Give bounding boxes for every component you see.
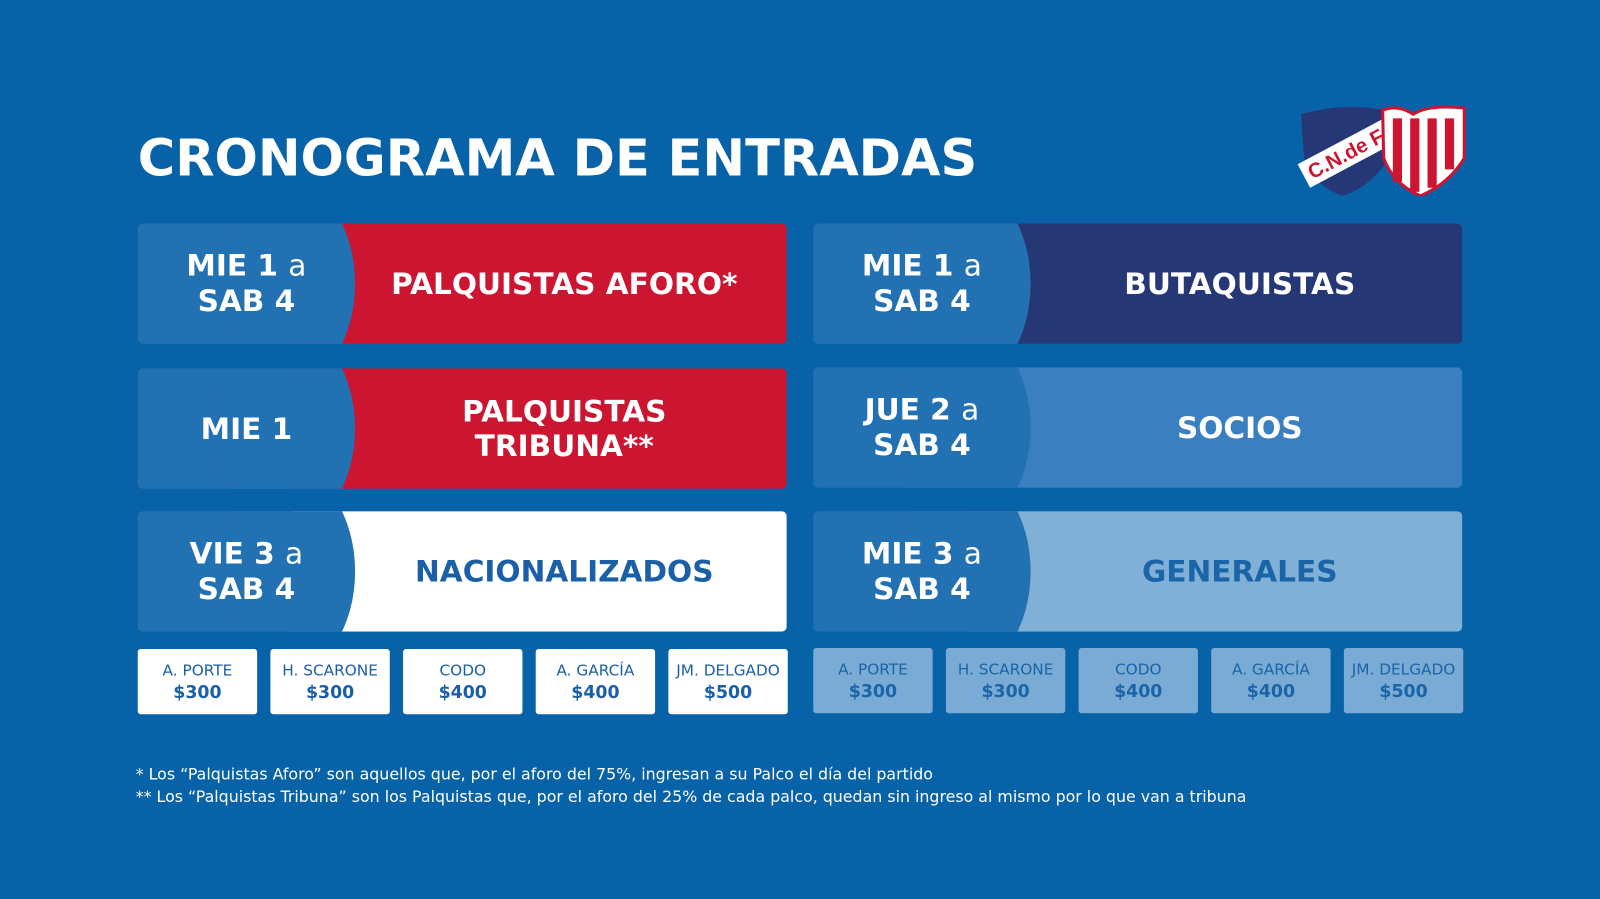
price-box: A. GARCÍA $400	[1211, 647, 1331, 714]
date-connector: a	[285, 535, 304, 571]
sector-price: $500	[1379, 681, 1428, 703]
footnotes: * Los “Palquistas Aforo” son aquellos qu…	[136, 763, 1247, 808]
price-box: CODO $400	[1078, 647, 1198, 714]
schedule-row-palquistas-aforo: PALQUISTAS AFORO* MIE 1 a SAB 4	[137, 223, 787, 344]
date-range: MIE 1 a SAB 4	[813, 223, 1030, 343]
date-shape	[218, 368, 356, 489]
date-shape	[893, 367, 1031, 488]
sector-price: $300	[981, 681, 1030, 703]
date-shape	[218, 223, 356, 344]
sector-price: $400	[1246, 681, 1296, 703]
date-end: SAB 4	[873, 571, 971, 607]
sector-name: H. SCARONE	[282, 661, 378, 680]
category-label: GENERALES	[966, 511, 1463, 632]
date-start: VIE 3	[189, 535, 275, 571]
category-text: PALQUISTAS TRIBUNA**	[462, 393, 667, 464]
date-end: SAB 4	[873, 283, 971, 319]
date-start: MIE 1	[186, 247, 278, 283]
date-connector: a	[963, 535, 982, 571]
sector-name: JM. DELGADO	[676, 661, 780, 680]
date-range: JUE 2 a SAB 4	[813, 367, 1030, 487]
schedule-row-butaquistas: BUTAQUISTAS MIE 1 a SAB 4	[813, 223, 1463, 344]
sector-price: $300	[848, 681, 898, 703]
price-box: JM. DELGADO $500	[1343, 647, 1464, 714]
category-label: NACIONALIZADOS	[290, 511, 787, 632]
date-range: MIE 1 a SAB 4	[138, 223, 355, 343]
sector-name: A. GARCÍA	[556, 661, 635, 680]
sector-price: $500	[703, 682, 753, 704]
price-box: H. SCARONE $300	[945, 647, 1066, 714]
price-box: A. GARCÍA $400	[535, 648, 656, 715]
sector-name: CODO	[1114, 660, 1162, 679]
sector-price: $400	[1114, 681, 1163, 703]
sector-name: A. PORTE	[838, 660, 908, 679]
sector-name: CODO	[439, 661, 487, 680]
schedule-row-generales: GENERALES MIE 3 a SAB 4	[813, 511, 1463, 632]
sector-price: $300	[305, 682, 355, 704]
footnote-aforo: * Los “Palquistas Aforo” son aquellos qu…	[135, 765, 933, 784]
date-start: JUE 2	[864, 391, 951, 427]
date-start: MIE 1	[861, 247, 954, 283]
page-title: CRONOGRAMA DE ENTRADAS	[137, 128, 978, 188]
sector-name: H. SCARONE	[957, 660, 1054, 679]
date-connector: a	[288, 247, 307, 283]
sector-name: A. PORTE	[162, 661, 233, 680]
sector-price: $400	[438, 682, 487, 704]
sector-name: A. GARCÍA	[1231, 660, 1310, 679]
date-range: MIE 3 a SAB 4	[813, 511, 1030, 631]
date-end: SAB 4	[873, 427, 971, 463]
date-connector: a	[961, 391, 980, 427]
date-shape	[893, 511, 1031, 632]
schedule-row-nacionalizados: NACIONALIZADOS VIE 3 a SAB 4	[137, 511, 787, 632]
date-range: MIE 1	[138, 368, 355, 488]
date-end: SAB 4	[197, 571, 296, 607]
date-start: MIE 3	[861, 535, 954, 571]
category-label: PALQUISTAS AFORO*	[290, 223, 787, 344]
club-crests-logo: C.N.de F.	[1297, 105, 1466, 196]
date-range: VIE 3 a SAB 4	[138, 511, 355, 631]
date-shape	[893, 223, 1031, 344]
schedule-row-socios: SOCIOS JUE 2 a SAB 4	[813, 367, 1463, 488]
category-label: BUTAQUISTAS	[966, 223, 1463, 344]
sector-price: $400	[571, 682, 620, 704]
schedule-row-palquistas-tribuna: PALQUISTAS TRIBUNA** MIE 1	[137, 368, 787, 489]
price-box: A. PORTE $300	[137, 648, 258, 715]
date-shape	[218, 511, 356, 632]
footnote-tribuna: ** Los “Palquistas Tribuna” son los Palq…	[135, 787, 1247, 807]
date-start: MIE 1	[200, 410, 293, 446]
price-box: A. PORTE $300	[813, 647, 933, 714]
sector-name: JM. DELGADO	[1351, 660, 1456, 679]
price-box: JM. DELGADO $500	[668, 648, 788, 715]
sector-price: $300	[173, 682, 222, 704]
price-box: CODO $400	[403, 648, 523, 715]
date-connector: a	[963, 247, 982, 283]
category-label: PALQUISTAS TRIBUNA**	[290, 368, 787, 489]
category-label: SOCIOS	[966, 367, 1463, 488]
date-end: SAB 4	[197, 283, 296, 319]
price-box: H. SCARONE $300	[270, 648, 390, 715]
